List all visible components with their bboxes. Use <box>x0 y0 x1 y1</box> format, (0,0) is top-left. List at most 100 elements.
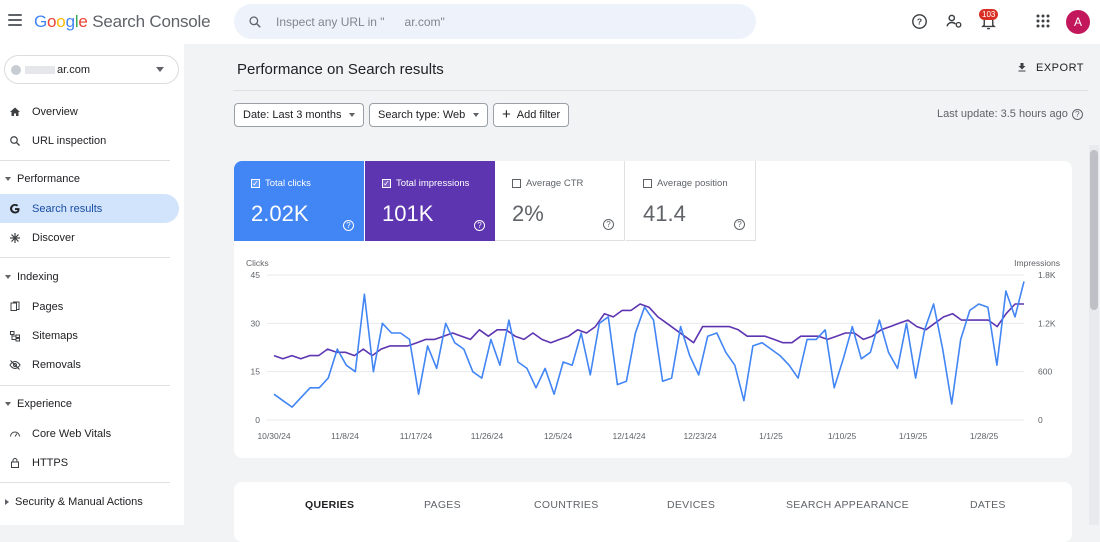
tab-pages[interactable]: PAGES <box>424 499 461 511</box>
tab-devices[interactable]: DEVICES <box>667 499 716 511</box>
add-filter-button[interactable]: + Add filter <box>493 103 570 127</box>
caret-down-icon <box>5 275 11 279</box>
property-selector[interactable]: ar.com <box>4 55 179 84</box>
performance-card: ✓ Total clicks 2.02K ? ✓ Total impressions… <box>234 161 1072 458</box>
redacted-text <box>25 65 55 74</box>
sidebar-item-search-results[interactable]: Search results <box>0 194 179 223</box>
divider <box>0 160 170 161</box>
tab-dates[interactable]: DATES <box>970 499 1006 511</box>
last-update: Last update: 3.5 hours ago ? <box>937 108 1083 120</box>
chip-label: Add filter <box>516 109 561 121</box>
tab-search-appearance[interactable]: SEARCH APPEARANCE <box>786 499 909 511</box>
apps-grid-icon[interactable] <box>1033 11 1053 31</box>
product-logo[interactable]: Google Search Console <box>34 12 211 31</box>
tab-countries[interactable]: COUNTRIES <box>534 499 599 511</box>
scrollbar-thumb[interactable] <box>1090 150 1098 310</box>
chip-label: Search type: Web <box>378 109 466 121</box>
menu-icon[interactable] <box>8 14 22 26</box>
x-tick-label: 10/30/24 <box>257 431 290 441</box>
section-performance[interactable]: Performance <box>0 168 179 190</box>
top-app-bar: Google Search Console ? 103 A <box>0 0 1100 44</box>
section-security-manual-actions[interactable]: Security & Manual Actions <box>0 491 179 513</box>
right-tick-label: 600 <box>1038 367 1052 377</box>
metric-label: Total clicks <box>265 178 311 189</box>
x-tick-label: 11/26/24 <box>471 431 504 441</box>
chip-label: Date: Last 3 months <box>243 109 342 121</box>
x-tick-label: 12/23/24 <box>683 431 716 441</box>
checkbox-unchecked-icon[interactable] <box>643 179 652 188</box>
divider <box>0 385 170 386</box>
help-icon[interactable]: ? <box>603 219 614 230</box>
section-indexing[interactable]: Indexing <box>0 266 179 288</box>
metric-total-impressions[interactable]: ✓ Total impressions 101K ? <box>365 161 495 241</box>
sidebar-item-sitemaps[interactable]: Sitemaps <box>0 321 179 350</box>
account-avatar[interactable]: A <box>1066 10 1090 34</box>
asterisk-icon <box>8 231 22 245</box>
property-favicon <box>11 64 21 75</box>
sidebar-item-pages[interactable]: Pages <box>0 292 179 321</box>
lock-icon <box>8 456 22 470</box>
url-inspection-search[interactable] <box>234 4 756 39</box>
left-axis-label: Clicks <box>246 258 269 268</box>
sidebar-item-label: Pages <box>32 300 64 313</box>
metric-average-ctr[interactable]: Average CTR 2% ? <box>495 161 625 241</box>
google-g-icon <box>8 202 22 216</box>
export-button[interactable]: EXPORT <box>1016 61 1084 74</box>
section-label: Experience <box>17 398 73 410</box>
search-icon <box>249 15 261 28</box>
sidebar-item-label: HTTPS <box>32 456 69 469</box>
property-name: ar.com <box>57 63 91 76</box>
right-tick-label: 0 <box>1038 415 1043 425</box>
search-icon <box>8 134 22 148</box>
caret-down-icon <box>349 113 356 117</box>
divider <box>0 482 170 483</box>
metric-label: Average position <box>657 178 728 189</box>
x-tick-label: 1/19/25 <box>899 431 928 441</box>
sidebar-item-overview[interactable]: Overview <box>0 97 179 126</box>
search-input[interactable] <box>276 14 736 29</box>
metric-average-position[interactable]: Average position 41.4 ? <box>626 161 756 241</box>
x-tick-label: 1/28/25 <box>970 431 999 441</box>
x-tick-label: 12/14/24 <box>612 431 645 441</box>
x-tick-label: 11/17/24 <box>400 431 433 441</box>
help-icon[interactable]: ? <box>909 11 929 31</box>
help-icon[interactable]: ? <box>474 220 485 231</box>
checkbox-checked-icon[interactable]: ✓ <box>382 178 391 188</box>
users-settings-icon[interactable] <box>944 11 964 31</box>
search-type-filter-chip[interactable]: Search type: Web <box>369 103 489 127</box>
sidebar-item-url-inspection[interactable]: URL inspection <box>0 126 179 155</box>
sidebar-item-core-web-vitals[interactable]: Core Web Vitals <box>0 419 179 448</box>
metric-total-clicks[interactable]: ✓ Total clicks 2.02K ? <box>234 161 364 241</box>
checkbox-checked-icon[interactable]: ✓ <box>251 178 260 188</box>
metric-value: 41.4 <box>643 201 686 226</box>
product-name: Search Console <box>92 12 211 31</box>
help-icon[interactable]: ? <box>343 220 354 231</box>
scrollbar[interactable] <box>1089 145 1099 525</box>
page-title: Performance on Search results <box>237 61 444 78</box>
metric-value: 101K <box>382 201 434 226</box>
sidebar-item-https[interactable]: HTTPS <box>0 448 179 477</box>
help-icon[interactable]: ? <box>734 219 745 230</box>
series-line-impressions[interactable] <box>273 303 1024 360</box>
left-tick-label: 0 <box>255 415 260 425</box>
section-label: Performance <box>17 173 80 185</box>
right-tick-label: 1.2K <box>1038 318 1056 328</box>
checkbox-unchecked-icon[interactable] <box>512 179 521 188</box>
sidebar-item-removals[interactable]: Removals <box>0 350 179 379</box>
date-filter-chip[interactable]: Date: Last 3 months <box>234 103 365 127</box>
metric-label: Total impressions <box>396 178 470 189</box>
sidebar-item-label: Core Web Vitals <box>32 427 112 440</box>
x-tick-label: 12/5/24 <box>544 431 573 441</box>
sidebar-item-label: Discover <box>32 231 75 244</box>
dimension-tabs: QUERIES PAGES COUNTRIES DEVICES SEARCH A… <box>234 482 1072 542</box>
sidebar-item-discover[interactable]: Discover <box>0 223 179 252</box>
help-icon[interactable]: ? <box>1071 108 1083 120</box>
left-tick-label: 30 <box>251 318 261 328</box>
divider <box>0 257 170 258</box>
download-icon <box>1018 63 1026 72</box>
section-experience[interactable]: Experience <box>0 393 179 415</box>
series-line-clicks[interactable] <box>273 281 1025 408</box>
sitemap-icon <box>8 329 22 343</box>
tab-queries[interactable]: QUERIES <box>305 499 355 511</box>
